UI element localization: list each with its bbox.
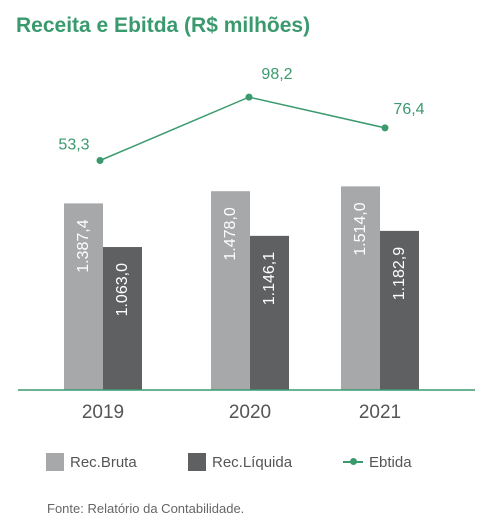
legend-swatch-rec-bruta [46,453,64,471]
ebtida-label-2021: 76,4 [393,101,424,118]
bar-rec-bruta-2020 [211,191,250,390]
bar-rec-bruta-2019 [64,203,103,390]
ebtida-point-2021 [381,124,389,132]
ebtida-label-2019: 53,3 [58,137,89,154]
data-label-bar-rec-liquida-2019: 1.063,0 [114,263,131,316]
data-label-bar-rec-liquida-2020: 1.146,1 [261,252,278,305]
legend: Rec.Bruta Rec.Líquida Ebtida [0,453,483,475]
revenue-ebitda-chart: 1.387,4 1.063,0 1.478,0 1.146,1 1.514,0 1.182… [18,66,475,423]
legend-label-rec-liquida: Rec.Líquida [212,453,293,471]
x-tick-2020: 2020 [229,402,271,423]
source-note: Fonte: Relatório da Contabilidade. [47,501,245,516]
bar-rec-bruta-2021 [341,186,380,390]
ebtida-line [99,96,386,162]
legend-item-rec-bruta: Rec.Bruta [46,453,137,471]
chart-title: Receita e Ebitda (R$ milhões) [16,14,311,37]
ebtida-label-2020: 98,2 [261,66,292,83]
legend-swatch-rec-liquida [188,453,206,471]
bar-rec-liquida-2020 [250,235,289,390]
ebtida-point-2020 [245,93,253,101]
bar-rec-liquida-2019 [103,247,142,390]
legend-label-rec-bruta: Rec.Bruta [70,453,137,471]
x-tick-2021: 2021 [359,402,401,423]
data-label-bar-rec-bruta-2021: 1.514,0 [352,202,369,255]
ebtida-point-2019 [96,157,104,164]
legend-swatch-ebtida [343,453,363,471]
data-label-bar-rec-bruta-2019: 1.387,4 [75,219,92,272]
legend-label-ebtida: Ebtida [369,453,412,471]
ebitda-line-group: 53,3 98,2 76,4 [58,66,425,164]
data-label-bar-rec-bruta-2020: 1.478,0 [222,207,239,260]
bar-rec-liquida-2021 [380,230,419,390]
x-tick-labels: 2019 2020 2021 [82,402,401,423]
x-tick-2019: 2019 [82,402,124,423]
bars-group: 1.387,4 1.063,0 1.478,0 1.146,1 1.514,0 1.182… [64,186,419,390]
legend-item-ebtida: Ebtida [343,453,412,471]
legend-item-rec-liquida: Rec.Líquida [188,453,292,471]
data-label-bar-rec-liquida-2021: 1.182,9 [391,247,408,300]
